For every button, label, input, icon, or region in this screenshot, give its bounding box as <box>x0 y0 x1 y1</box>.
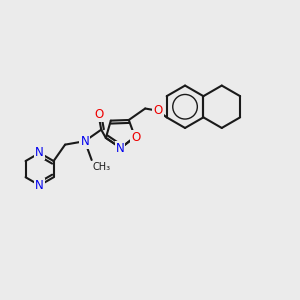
Text: N: N <box>116 142 124 155</box>
Text: N: N <box>80 135 89 148</box>
Text: CH₃: CH₃ <box>92 162 111 172</box>
Text: N: N <box>35 146 44 159</box>
Text: N: N <box>35 179 44 192</box>
Text: O: O <box>131 131 140 144</box>
Text: O: O <box>94 108 103 122</box>
Text: O: O <box>153 104 163 117</box>
